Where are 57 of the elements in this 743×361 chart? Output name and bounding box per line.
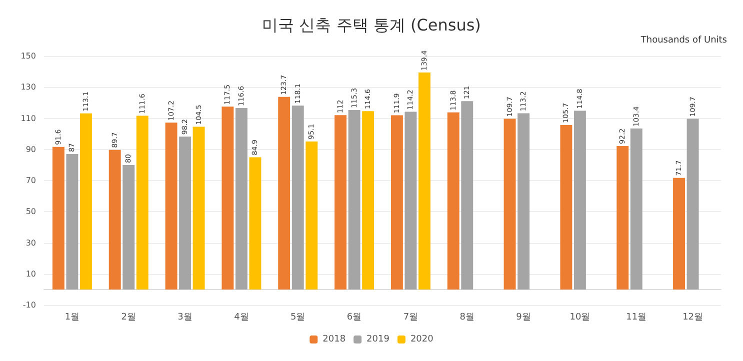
bar (80, 113, 92, 290)
x-tick-label: 10월 (570, 312, 590, 322)
x-tick-label: 7월 (403, 312, 418, 322)
y-tick-label: 110 (20, 114, 36, 123)
x-tick-label: 8월 (460, 312, 474, 322)
y-tick-label: 90 (26, 144, 36, 154)
bar (390, 115, 403, 290)
bar (122, 164, 135, 290)
y-tick-label: -10 (22, 300, 36, 310)
bar (192, 126, 205, 290)
bar (278, 96, 290, 290)
y-tick-label: 50 (26, 207, 36, 216)
y-tick-label: 150 (20, 52, 36, 60)
bar (418, 72, 430, 290)
bar (362, 111, 374, 290)
bar (292, 106, 304, 290)
bar (616, 146, 629, 290)
x-tick-label: 12월 (682, 312, 704, 322)
bar (404, 112, 417, 290)
bar (574, 110, 586, 290)
x-tick-label: 6월 (346, 312, 362, 322)
bar (249, 157, 262, 290)
x-tick-label: 2월 (121, 312, 136, 322)
bar (179, 136, 192, 290)
bar (348, 110, 360, 290)
bar (306, 141, 318, 290)
x-tick-label: 1월 (64, 312, 80, 322)
bar (136, 116, 148, 290)
bar (165, 122, 178, 290)
bar (673, 178, 686, 290)
x-tick-label: 9월 (516, 312, 531, 322)
legend-label: 2019 (366, 334, 390, 344)
bar (461, 101, 474, 290)
bar (235, 108, 248, 290)
bar (518, 113, 530, 290)
bar (108, 150, 121, 290)
bar (222, 106, 234, 290)
y-tick-label: 10 (26, 269, 36, 278)
y-axis-title: Thousands of Units (640, 36, 728, 46)
legend-label: 2018 (322, 334, 346, 344)
y-tick-label: 70 (26, 176, 36, 185)
y-tick-label: 130 (20, 82, 36, 92)
y-tick-label: 30 (26, 238, 36, 248)
x-tick-label: 5월 (290, 312, 306, 322)
bar (66, 154, 78, 290)
x-tick-label: 4월 (234, 312, 249, 322)
x-tick-label: 3월 (178, 312, 192, 322)
bar (560, 124, 572, 290)
bar (52, 146, 64, 290)
x-tick-label: 11월 (626, 312, 647, 322)
chart-title: 미국 신축 주택 통계 (Census) (262, 16, 481, 34)
bar (686, 118, 699, 290)
legend-label: 2020 (410, 334, 434, 344)
bar (447, 112, 460, 290)
bar (504, 118, 516, 290)
bar (630, 128, 642, 290)
bar (334, 115, 347, 290)
